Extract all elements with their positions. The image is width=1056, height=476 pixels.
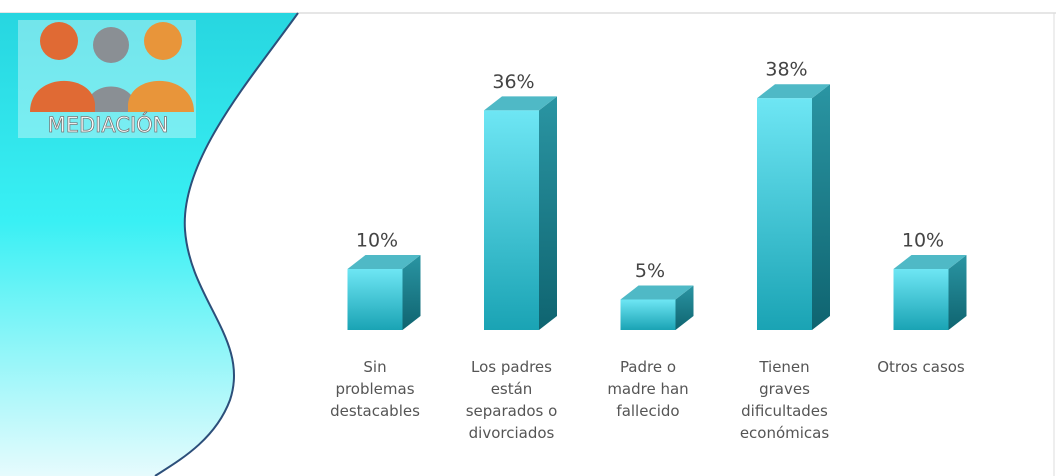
bar-side xyxy=(948,255,967,330)
bar xyxy=(484,110,539,331)
bar xyxy=(620,299,676,330)
logo-text: MEDIACIÓN xyxy=(48,112,169,137)
value-label: 38% xyxy=(765,59,807,81)
bar-side xyxy=(812,84,830,330)
value-label: 10% xyxy=(902,230,944,252)
bar-top xyxy=(620,285,694,300)
x-tick-label: Sin problemas destacables xyxy=(330,358,420,420)
bar-top xyxy=(347,255,421,269)
side-panel xyxy=(0,13,298,476)
x-tick-label: Otros casos xyxy=(877,358,965,376)
value-label: 10% xyxy=(356,230,398,252)
bar-top xyxy=(757,84,830,99)
bar-side xyxy=(539,96,557,331)
bar xyxy=(757,98,812,330)
panel-edge xyxy=(154,12,299,476)
logo: MEDIACIÓN xyxy=(18,20,196,138)
bar-top xyxy=(893,255,967,269)
x-tick-label: Tienen graves dificultades económicas xyxy=(739,358,830,442)
bar xyxy=(893,269,949,330)
bar-side xyxy=(675,285,694,330)
bar-side xyxy=(402,255,421,330)
x-tick-label: Los padres están separados o divorciados xyxy=(465,358,558,442)
value-label: 5% xyxy=(635,260,665,282)
bar-top xyxy=(484,96,557,111)
value-label: 36% xyxy=(492,71,534,93)
bar xyxy=(347,269,403,330)
x-tick-label: Padre o madre han fallecido xyxy=(607,358,689,420)
